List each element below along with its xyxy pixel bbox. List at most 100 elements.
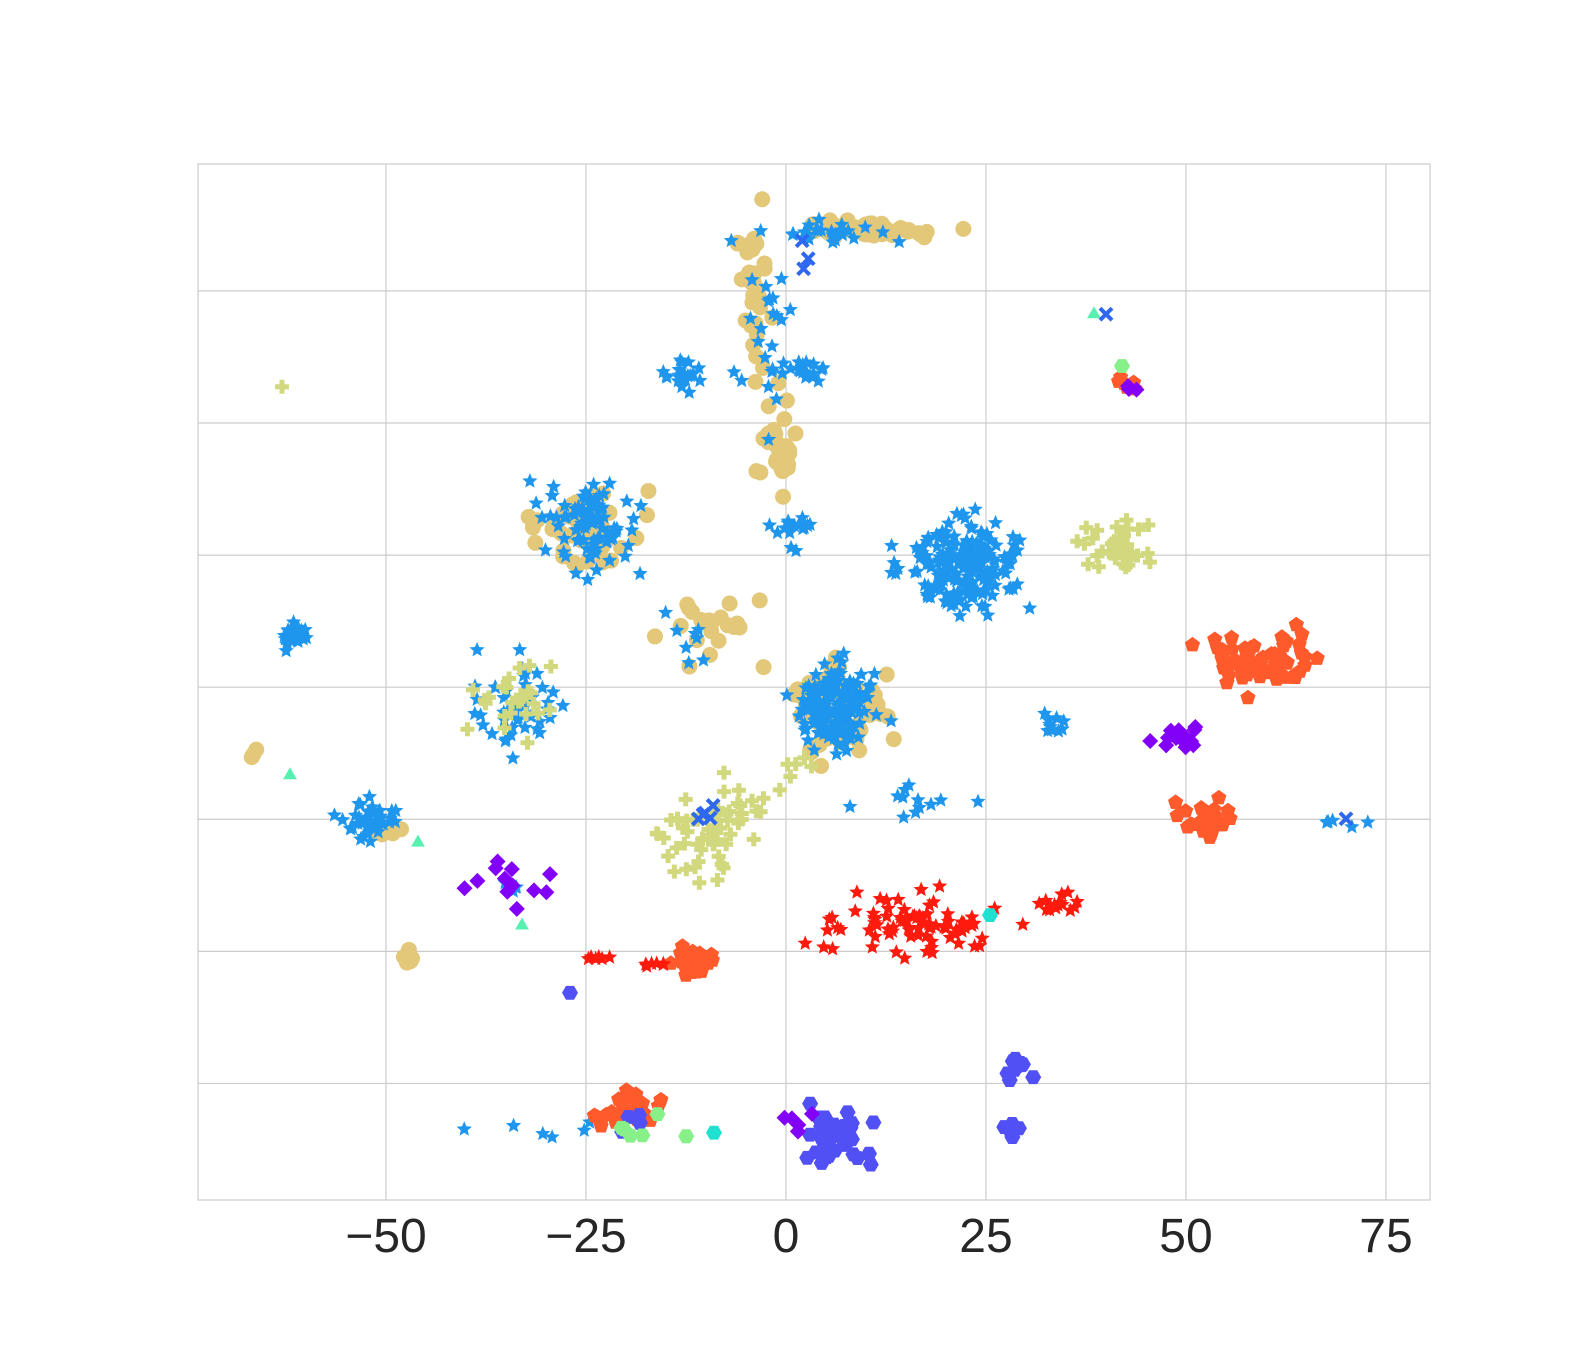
scatter-point xyxy=(653,1091,669,1107)
scatter-point xyxy=(703,623,720,640)
scatter-point xyxy=(1004,1117,1021,1131)
scatter-point xyxy=(649,955,665,970)
scatter-point xyxy=(670,373,686,388)
scatter-point xyxy=(772,782,787,797)
scatter-point xyxy=(364,805,381,820)
scatter-point xyxy=(842,798,858,814)
scatter-point xyxy=(678,792,693,807)
scatter-point xyxy=(362,833,378,848)
scatter-point xyxy=(690,837,705,852)
scatter-point xyxy=(719,617,736,634)
scatter-point xyxy=(530,706,545,721)
scatter-point xyxy=(1090,548,1105,563)
scatter-point xyxy=(730,796,745,811)
scatter-point xyxy=(815,1135,832,1150)
scatter-point xyxy=(278,642,294,658)
scatter-point xyxy=(1294,626,1310,641)
scatter-point xyxy=(911,543,927,558)
scatter-point xyxy=(788,542,804,558)
scatter-point xyxy=(897,781,913,797)
scatter-point xyxy=(733,271,750,288)
scatter-point xyxy=(791,362,807,377)
scatter-point xyxy=(558,509,574,524)
scatter-point xyxy=(765,361,781,376)
scatter-point xyxy=(646,628,663,645)
scatter-point xyxy=(849,884,865,899)
scatter-point xyxy=(532,724,548,740)
scatter-point xyxy=(891,233,907,249)
scatter-point xyxy=(846,230,862,245)
scatter-point xyxy=(534,509,550,525)
scatter-point xyxy=(601,552,618,567)
scatter-point xyxy=(701,832,716,847)
scatter-point xyxy=(760,293,777,308)
scatter-point xyxy=(361,788,378,804)
scatter-point xyxy=(958,598,974,613)
scatter-point xyxy=(520,508,537,525)
scatter-point xyxy=(987,553,1003,569)
scatter-point xyxy=(1085,531,1100,546)
scatter-point xyxy=(842,673,858,688)
scatter-point xyxy=(590,513,606,528)
scatter-point xyxy=(910,927,926,942)
scatter-point xyxy=(924,933,940,948)
scatter-point xyxy=(640,482,657,499)
scatter-point xyxy=(826,730,842,745)
scatter-point xyxy=(1117,528,1132,543)
scatter-point xyxy=(998,565,1014,580)
scatter-point xyxy=(1293,645,1309,660)
scatter-point xyxy=(481,690,496,705)
scatter-point xyxy=(505,750,521,765)
scatter-point xyxy=(542,508,558,523)
scatter-point xyxy=(1121,521,1136,536)
scatter-point xyxy=(1240,689,1256,705)
scatter-point xyxy=(897,950,913,965)
scatter-point xyxy=(535,1125,551,1141)
scatter-point xyxy=(916,225,933,242)
scatter-point xyxy=(359,819,375,834)
scatter-point xyxy=(906,908,922,923)
scatter-point xyxy=(555,697,571,713)
scatter-point xyxy=(862,1157,879,1172)
scatter-point xyxy=(667,864,682,879)
scatter-point xyxy=(680,354,696,369)
scatter-point xyxy=(756,791,771,806)
scatter-point xyxy=(692,875,707,890)
scatter-point xyxy=(734,806,749,821)
scatter-point xyxy=(538,884,555,901)
scatter-point xyxy=(675,820,690,835)
scatter-point xyxy=(556,530,572,546)
scatter-point xyxy=(275,379,289,394)
scatter-point xyxy=(1178,803,1194,818)
scatter-point xyxy=(797,722,813,737)
scatter-point xyxy=(717,784,732,799)
scatter-point xyxy=(774,365,790,380)
scatter-point xyxy=(1056,713,1072,728)
scatter-point xyxy=(901,922,917,937)
scatter-point xyxy=(579,541,595,556)
scatter-point xyxy=(1005,528,1021,544)
scatter-point xyxy=(811,211,827,226)
scatter-point xyxy=(955,537,971,552)
scatter-point xyxy=(706,837,721,852)
scatter-point xyxy=(710,872,725,887)
scatter-point xyxy=(283,767,297,780)
scatter-point xyxy=(679,596,696,613)
scatter-point xyxy=(522,658,537,673)
scatter-point xyxy=(943,597,959,613)
scatter-point xyxy=(596,486,612,501)
scatter-point xyxy=(864,939,880,954)
scatter-point xyxy=(861,678,877,693)
scatter-point xyxy=(843,681,859,696)
scatter-point xyxy=(807,713,823,728)
scatter-point xyxy=(466,682,481,697)
scatter-point xyxy=(695,652,712,667)
scatter-point xyxy=(773,270,789,286)
scatter-point xyxy=(576,1122,592,1137)
scatter-point xyxy=(847,903,863,918)
scatter-point xyxy=(1077,536,1092,551)
scatter-point xyxy=(723,827,738,842)
scatter-point xyxy=(913,881,929,897)
scatter-point xyxy=(794,233,810,249)
scatter-point xyxy=(875,224,891,239)
